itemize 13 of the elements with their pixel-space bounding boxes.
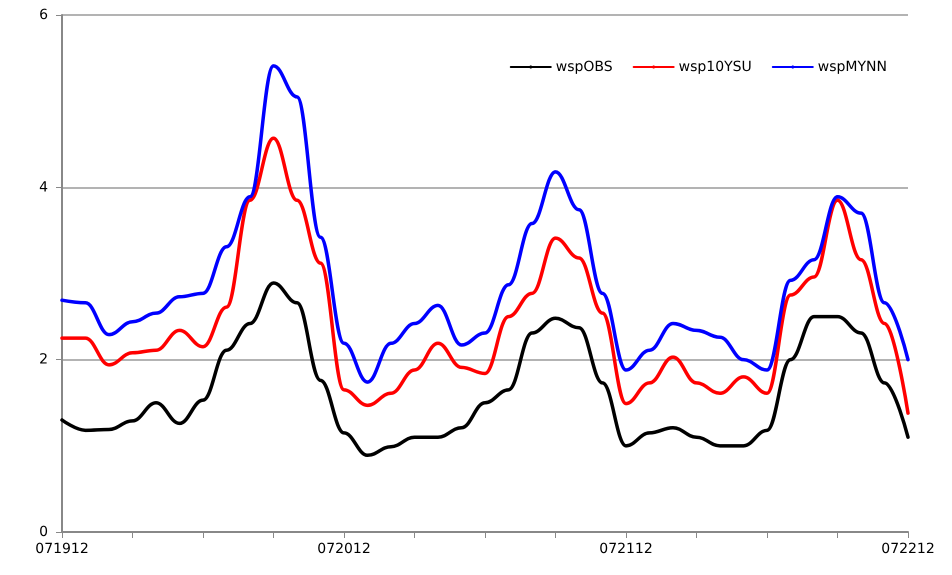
legend-label: wspMYNN	[818, 59, 888, 75]
line-series	[60, 281, 910, 458]
x-tick-label: 072112	[599, 541, 653, 557]
y-tick-label: 0	[39, 524, 48, 540]
y-tick-label: 4	[39, 179, 48, 196]
line-series	[60, 136, 910, 415]
x-tick-label: 072212	[881, 541, 935, 557]
legend-label: wsp10YSU	[678, 59, 752, 75]
y-tick-label: 6	[39, 7, 48, 23]
y-tick-label: 2	[39, 352, 48, 368]
x-tick-label: 071912	[35, 541, 89, 557]
legend-label: wspOBS	[556, 59, 613, 75]
x-tick-label: 072012	[317, 541, 371, 557]
